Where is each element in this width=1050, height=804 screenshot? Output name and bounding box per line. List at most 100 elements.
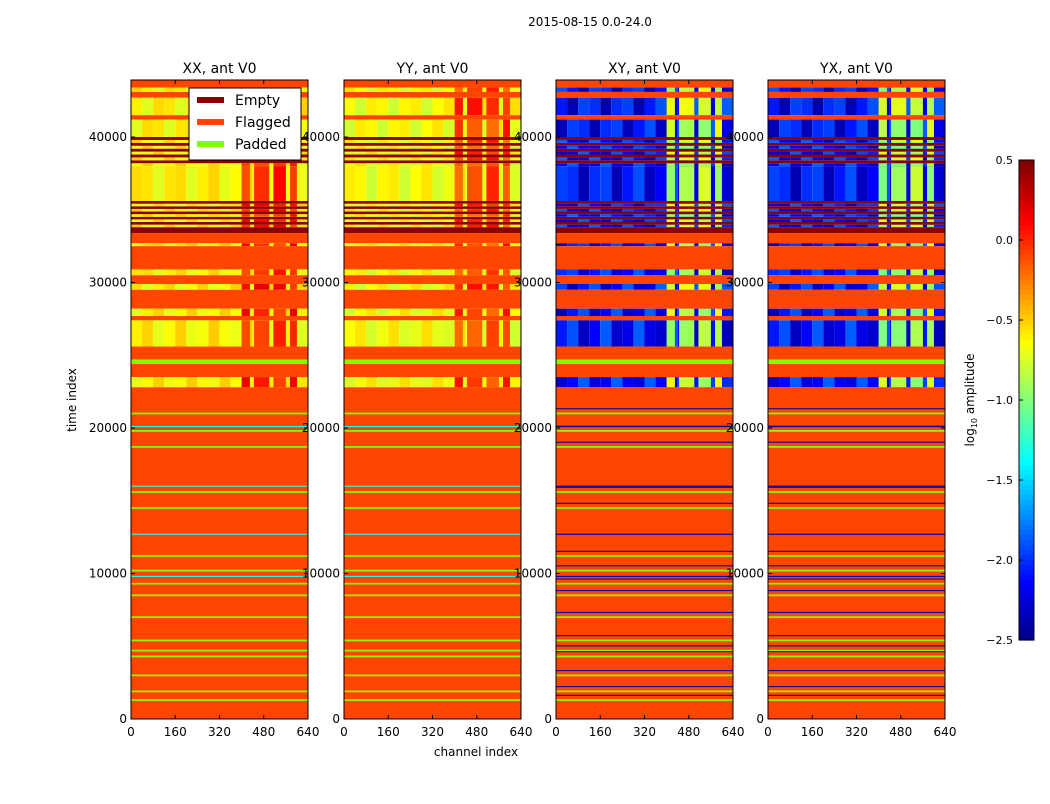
flagged-row	[768, 315, 945, 321]
colorbar-segment	[1019, 325, 1034, 331]
x-tick-label: 640	[510, 725, 533, 739]
data-cell	[355, 224, 367, 228]
data-cell	[867, 139, 879, 143]
data-cell	[186, 243, 198, 247]
data-cell	[655, 203, 667, 207]
data-cell-hot	[891, 269, 907, 276]
data-cell-hot	[878, 308, 887, 316]
data-cell	[834, 145, 846, 149]
data-cell	[779, 151, 791, 155]
data-cell	[410, 157, 422, 161]
data-cell	[768, 208, 780, 212]
data-cell	[556, 377, 568, 388]
data-cell-hot	[698, 377, 711, 388]
data-cell	[432, 151, 444, 155]
data-cell	[131, 157, 143, 161]
data-cell	[377, 283, 389, 290]
data-cell	[856, 224, 868, 228]
data-cell	[790, 97, 802, 116]
data-cell	[834, 224, 846, 228]
flagged-row	[768, 233, 945, 244]
data-cell	[644, 214, 656, 217]
data-cell	[556, 269, 568, 276]
data-cell	[164, 243, 176, 247]
data-cell	[611, 308, 623, 316]
data-line	[768, 575, 945, 577]
data-line	[344, 485, 521, 487]
data-cell-hot	[715, 320, 722, 347]
empty-row	[131, 222, 308, 225]
colorbar-segment	[1019, 200, 1034, 206]
data-cell	[131, 145, 143, 149]
data-cell	[655, 377, 667, 388]
empty-row	[344, 148, 521, 152]
data-cell	[812, 243, 824, 247]
colorbar-segment	[1019, 220, 1034, 226]
data-cell	[622, 166, 634, 202]
data-cell	[823, 163, 835, 167]
data-cell-hot	[910, 97, 923, 116]
data-cell	[377, 224, 389, 228]
padded-line	[556, 582, 733, 585]
data-cell-hot	[486, 203, 499, 207]
empty-row	[768, 160, 945, 164]
data-cell	[175, 145, 187, 149]
data-cell	[131, 243, 143, 247]
data-cell	[366, 157, 378, 161]
colorbar-segment	[1019, 315, 1034, 321]
data-cell	[801, 283, 813, 290]
data-cell-hot	[878, 139, 887, 143]
x-tick-label: 320	[845, 725, 868, 739]
data-cell	[834, 119, 846, 138]
data-cell	[410, 151, 422, 155]
data-cell	[644, 208, 656, 212]
padded-line	[131, 655, 308, 658]
flagged-row	[131, 346, 308, 360]
y-tick-label: 0	[756, 712, 764, 726]
data-cell	[556, 214, 568, 217]
data-cell	[230, 208, 242, 212]
data-cell-hot	[679, 320, 695, 347]
data-cell	[834, 163, 846, 167]
data-cell	[432, 157, 444, 161]
data-cell	[399, 157, 411, 161]
data-cell	[131, 119, 143, 138]
flagged-row	[768, 387, 945, 719]
colorbar-segment	[1019, 375, 1034, 381]
data-cell-hot	[254, 163, 270, 167]
data-cell	[801, 308, 813, 316]
data-cell	[801, 87, 813, 92]
data-cell	[410, 214, 422, 217]
data-cell	[377, 320, 389, 347]
colorbar-segment	[1019, 355, 1034, 361]
data-cell-hot	[666, 219, 675, 222]
padded-line	[131, 569, 308, 572]
data-cell	[186, 219, 198, 222]
padded-line	[131, 582, 308, 585]
padded-line	[768, 569, 945, 572]
data-cell	[355, 377, 367, 388]
data-cell-hot	[891, 151, 907, 155]
padded-line	[556, 430, 733, 432]
data-cell	[153, 219, 165, 222]
colorbar-segment	[1019, 620, 1034, 626]
data-cell	[790, 224, 802, 228]
data-cell	[834, 283, 846, 290]
y-tick-label: 30000	[302, 276, 340, 290]
data-cell	[611, 224, 623, 228]
data-cell-hot	[454, 283, 463, 290]
data-cell-hot	[666, 203, 675, 207]
data-line	[556, 425, 733, 427]
data-cell-hot	[927, 214, 934, 217]
data-cell	[164, 224, 176, 228]
data-cell	[779, 208, 791, 212]
padded-line	[556, 507, 733, 509]
empty-row	[556, 154, 733, 158]
data-cell	[611, 320, 623, 347]
data-cell	[812, 166, 824, 202]
data-cell	[509, 224, 521, 228]
data-line	[768, 651, 945, 653]
data-cell	[399, 139, 411, 143]
data-cell	[655, 163, 667, 167]
colorbar-segment	[1019, 235, 1034, 241]
